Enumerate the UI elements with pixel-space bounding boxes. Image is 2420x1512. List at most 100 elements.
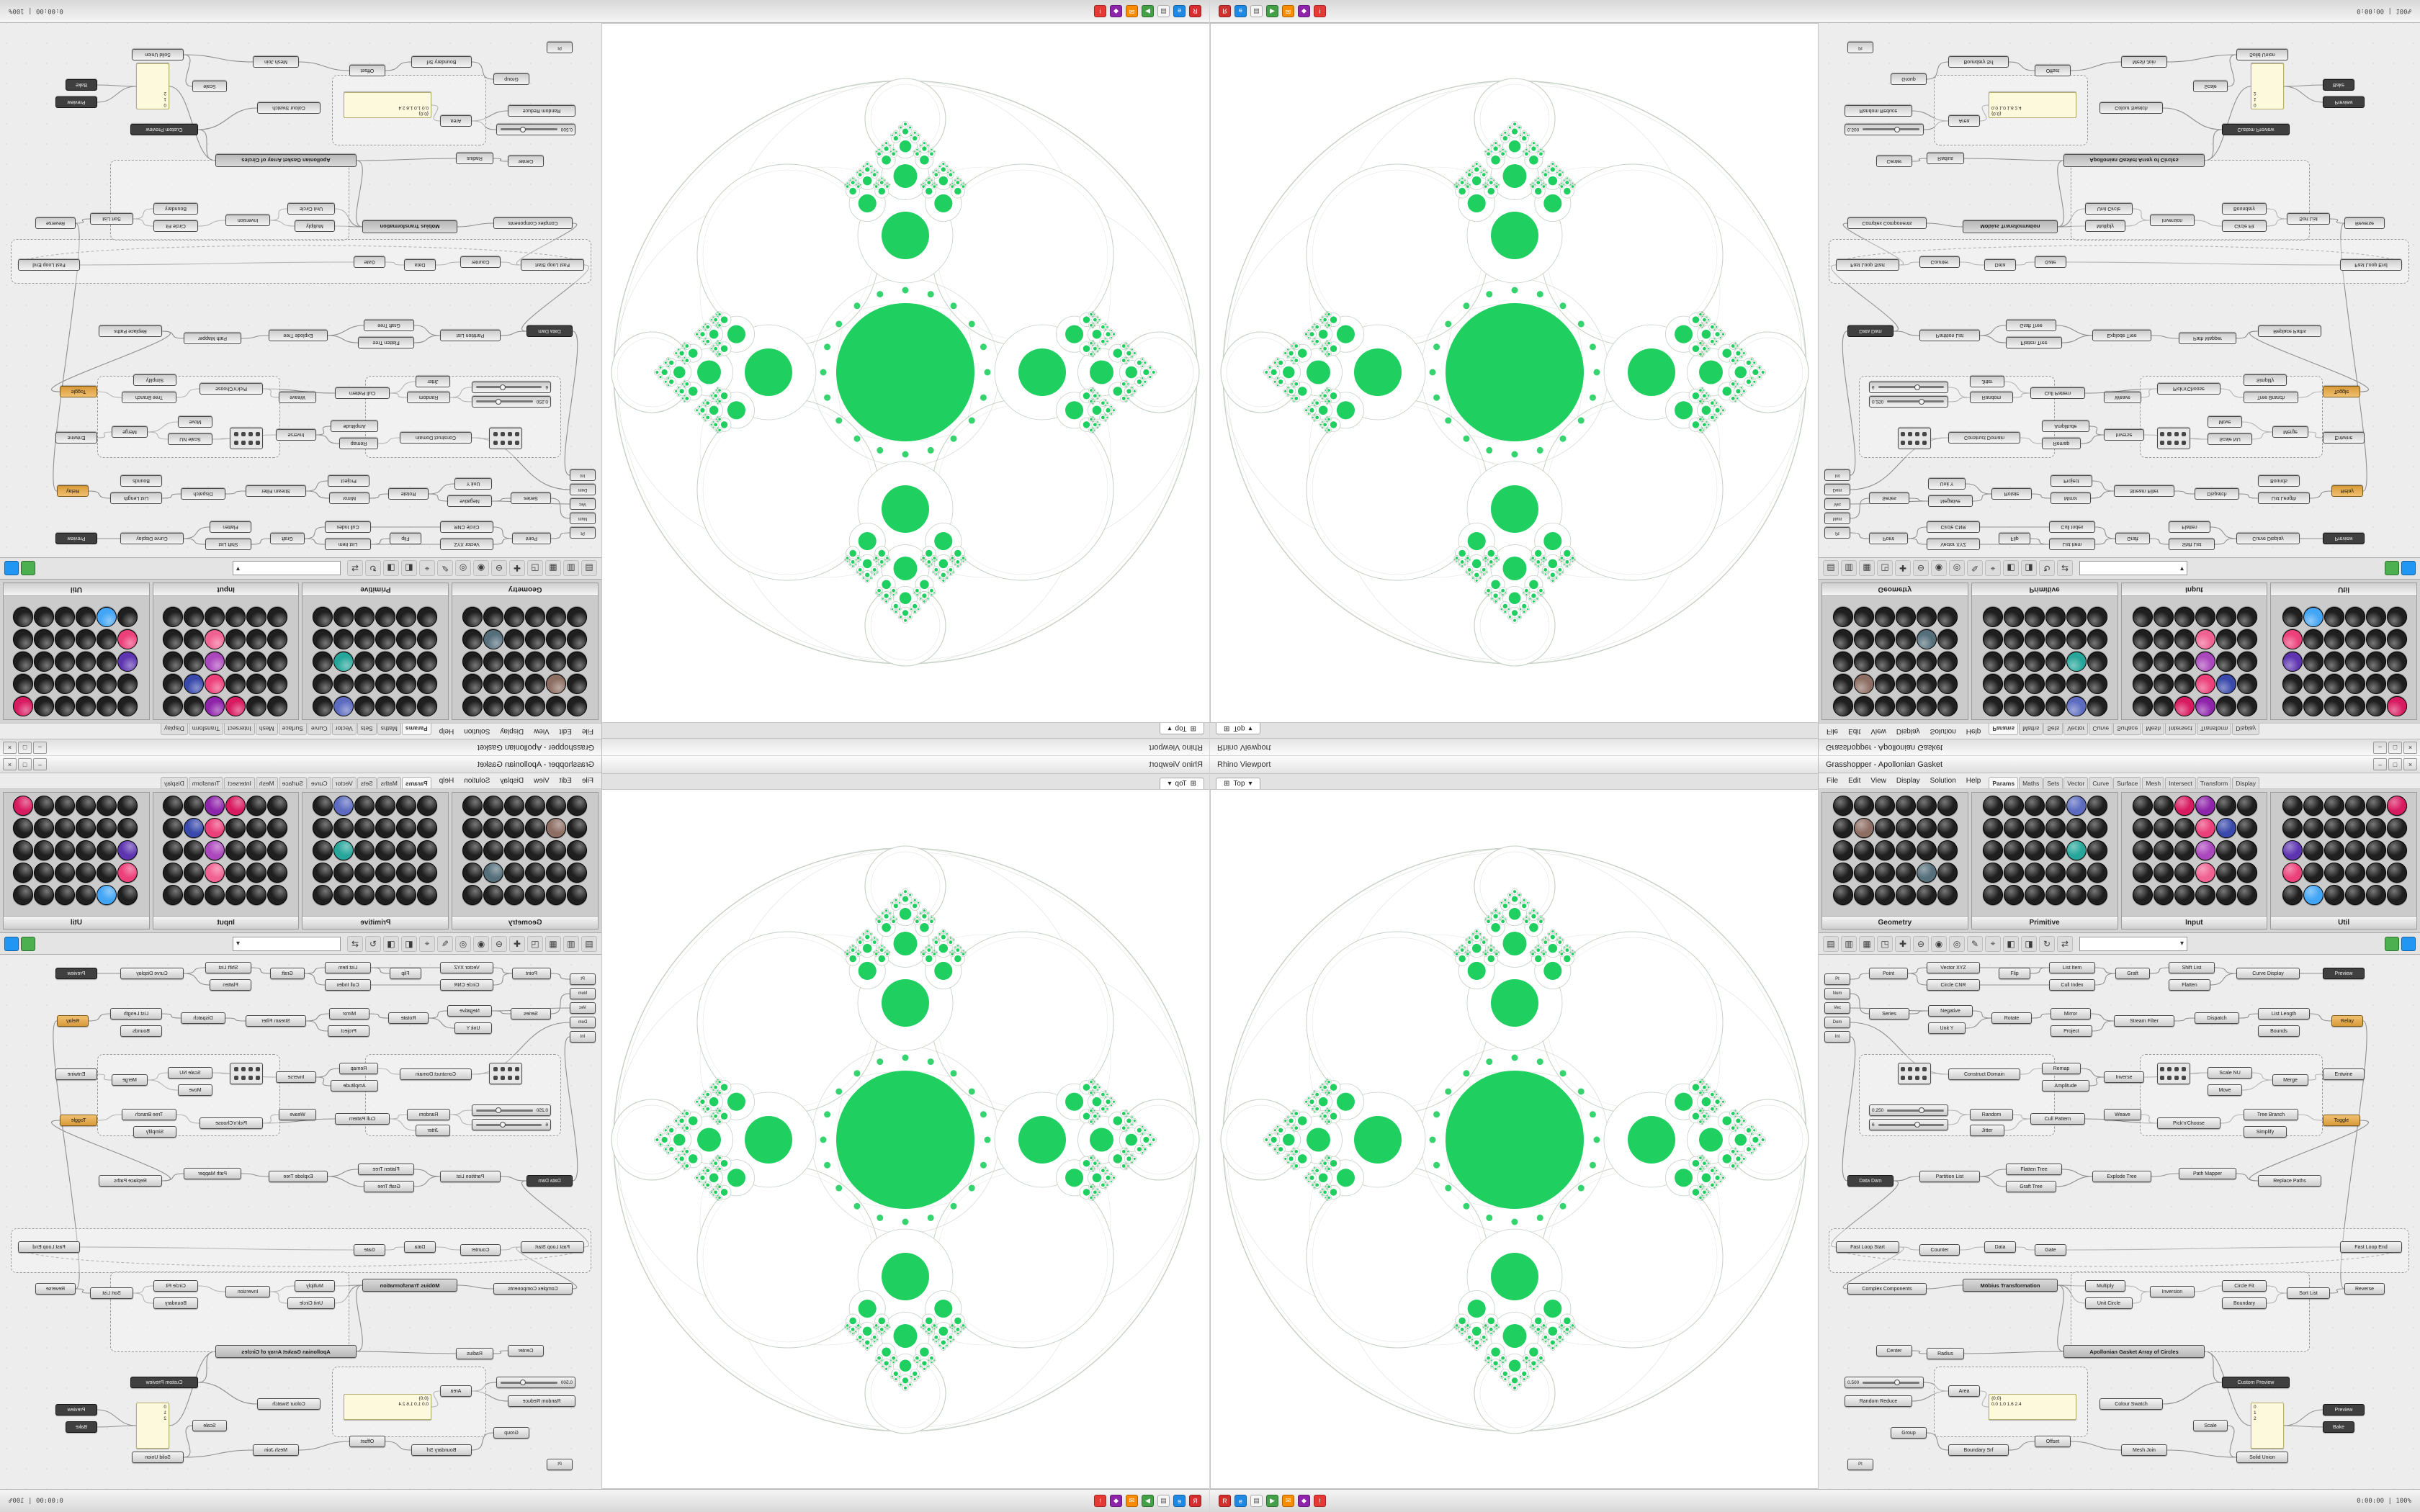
component-icon[interactable] <box>163 885 184 905</box>
zoom-extents-icon[interactable]: ◳ <box>527 560 543 577</box>
gh-node-a1[interactable]: Point <box>512 533 551 544</box>
tab-transform[interactable]: Transform <box>2196 724 2232 735</box>
tab-params[interactable]: Params <box>1989 777 2019 788</box>
gh-node-m11[interactable]: 0.250 <box>1869 1104 1948 1116</box>
slider-knob[interactable] <box>1894 127 1900 133</box>
gh-node-a2[interactable]: Vector XYZ <box>1927 962 1980 973</box>
slider-knob[interactable] <box>1914 384 1920 391</box>
component-icon[interactable] <box>2386 818 2407 838</box>
component-icon[interactable] <box>333 696 354 716</box>
component-icon[interactable] <box>225 652 246 672</box>
gh-node-c3[interactable]: Area <box>1948 1385 1980 1397</box>
target-icon[interactable]: ◎ <box>455 935 471 952</box>
zoom-in-icon[interactable]: ✚ <box>509 560 525 577</box>
component-icon[interactable] <box>375 629 395 649</box>
component-icon[interactable] <box>2236 796 2257 816</box>
component-icon[interactable] <box>1917 629 1937 649</box>
gh-node-lp2[interactable]: Counter <box>460 1244 501 1256</box>
gh-node-b7[interactable]: Stream Filter <box>246 1015 306 1027</box>
component-icon[interactable] <box>354 696 375 716</box>
component-icon[interactable] <box>34 885 55 905</box>
save-file-icon[interactable]: ▦ <box>1859 935 1875 952</box>
component-icon[interactable] <box>2236 629 2257 649</box>
component-icon[interactable] <box>2365 818 2386 838</box>
gh-node-c2[interactable]: 0.500 <box>496 1377 575 1388</box>
component-icon[interactable] <box>2344 796 2365 816</box>
gh-node-ap2[interactable]: Radius <box>456 1348 493 1359</box>
component-icon[interactable] <box>205 629 225 649</box>
component-icon[interactable] <box>34 840 55 860</box>
component-icon[interactable] <box>117 674 138 694</box>
component-icon[interactable] <box>76 840 97 860</box>
component-icon[interactable] <box>2344 607 2365 627</box>
gh-node-mb5[interactable]: Inversion <box>2150 215 2195 226</box>
component-icon[interactable] <box>333 885 354 905</box>
gh-node-m1[interactable] <box>489 1063 522 1084</box>
gh-node-s7[interactable]: Data Dam <box>526 1175 573 1187</box>
gh-node-m8[interactable]: Move <box>2208 416 2242 428</box>
tab-vector[interactable]: Vector <box>331 724 357 735</box>
component-icon[interactable] <box>76 652 97 672</box>
component-icon[interactable] <box>354 652 375 672</box>
gh-node-c15[interactable]: Pt <box>1847 42 1873 53</box>
redraw-icon[interactable]: ↻ <box>365 560 381 577</box>
gh-node-m19[interactable]: Simplify <box>133 1126 176 1138</box>
gh-node-a11[interactable]: Preview <box>55 968 97 979</box>
component-icon[interactable] <box>503 652 524 672</box>
component-icon[interactable] <box>2323 674 2344 694</box>
gh-node-mb1[interactable]: Complex Components <box>1847 217 1927 229</box>
component-icon[interactable] <box>225 674 246 694</box>
gh-node-mb2[interactable]: Möbius Transformation <box>1963 1279 2058 1292</box>
gh-node-c7[interactable]: 0 1 2 <box>136 63 169 109</box>
gh-node-c9[interactable]: Solid Union <box>132 1452 184 1463</box>
gh-node-m10[interactable]: Entwine <box>55 1068 97 1080</box>
gh-node-c8[interactable]: Scale <box>192 1420 227 1431</box>
component-icon[interactable] <box>2195 674 2215 694</box>
gh-node-m21[interactable]: Toggle <box>60 386 97 397</box>
gh-node-m3[interactable]: Construct Domain <box>400 1068 472 1080</box>
tab-surface[interactable]: Surface <box>278 724 307 735</box>
gh-node-b5[interactable]: Mirror <box>2051 492 2091 504</box>
gh-node-b2[interactable]: Negative <box>447 1005 492 1017</box>
component-icon[interactable] <box>13 818 34 838</box>
gh-node-b5[interactable]: Mirror <box>329 492 369 504</box>
files-icon[interactable]: ▤ <box>1250 5 1263 17</box>
component-icon[interactable] <box>2174 696 2195 716</box>
component-icon[interactable] <box>184 840 205 860</box>
gh-node-s3[interactable]: Graft Tree <box>2006 1181 2056 1192</box>
zoom-out-icon[interactable]: ⊖ <box>1913 935 1929 952</box>
gh-node-m7[interactable]: Scale NU <box>168 433 212 445</box>
gh-node-m14[interactable]: Jitter <box>416 1125 450 1136</box>
solver-status-icon[interactable] <box>2385 936 2399 951</box>
gh-node-c3[interactable]: Area <box>1948 115 1980 127</box>
component-icon[interactable] <box>2323 696 2344 716</box>
component-icon[interactable] <box>503 863 524 883</box>
component-icon[interactable] <box>2386 629 2407 649</box>
component-icon[interactable] <box>2195 885 2215 905</box>
component-icon[interactable] <box>524 607 545 627</box>
gh-node-c10[interactable]: Preview <box>55 1404 97 1416</box>
gh-node-c1[interactable]: Random Reduce <box>1845 105 1912 117</box>
gh-node-c13[interactable]: Offset <box>349 1436 385 1447</box>
gh-node-c9[interactable]: Solid Union <box>2236 49 2288 60</box>
component-icon[interactable] <box>163 674 184 694</box>
component-icon[interactable] <box>2195 818 2215 838</box>
grasshopper-canvas[interactable]: Pt Num Vec Dom Int Point Vector XYZ Circle CNR F… <box>0 955 601 1489</box>
component-icon[interactable] <box>225 607 246 627</box>
swap-icon[interactable]: ⇄ <box>347 560 363 577</box>
menu-view[interactable]: View <box>1870 727 1886 735</box>
component-icon[interactable] <box>2132 652 2153 672</box>
component-icon[interactable] <box>2365 652 2386 672</box>
component-icon[interactable] <box>13 796 34 816</box>
gh-node-ap1[interactable]: Apollonian Gasket Array of Circles <box>2063 1345 2205 1358</box>
gh-node-b4[interactable]: Rotate <box>388 1012 429 1024</box>
gh-node-l2[interactable]: Num <box>1824 513 1850 524</box>
component-icon[interactable] <box>524 796 545 816</box>
component-icon[interactable] <box>333 818 354 838</box>
new-file-icon[interactable]: ▤ <box>581 560 597 577</box>
tab-params[interactable]: Params <box>401 724 431 735</box>
component-icon[interactable] <box>566 818 587 838</box>
gh-node-lp4[interactable]: Gate <box>2035 256 2066 268</box>
tab-transform[interactable]: Transform <box>188 724 224 735</box>
component-icon[interactable] <box>2215 796 2236 816</box>
